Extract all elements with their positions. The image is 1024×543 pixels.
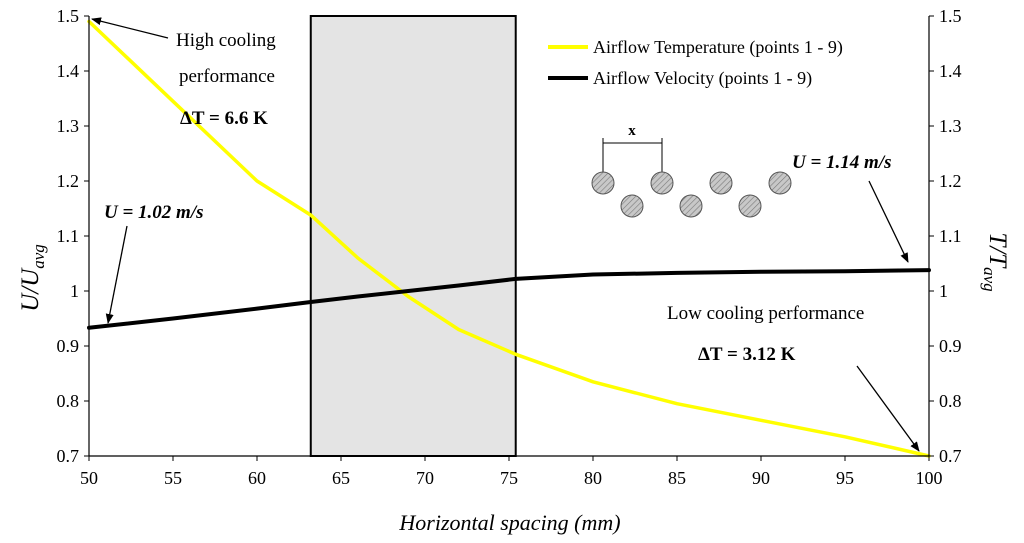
tube-1 <box>591 171 615 195</box>
svg-text:U/Uavg: U/Uavg <box>17 244 48 312</box>
tube-bundle-inset: x <box>591 123 792 218</box>
y-tick-label-right: 1.2 <box>939 171 962 191</box>
x-tick-label: 90 <box>752 468 770 488</box>
tube-7 <box>768 171 792 195</box>
y-tick-label-left: 1.3 <box>57 116 80 136</box>
y-tick-label-left: 0.7 <box>57 446 80 466</box>
tube-6 <box>738 194 762 218</box>
y-tick-label-left: 1 <box>70 281 79 301</box>
x-tick-label: 60 <box>248 468 266 488</box>
annotation-u-low: U = 1.02 m/s <box>104 202 204 223</box>
x-tick-label: 95 <box>836 468 854 488</box>
y-tick-label-left: 1.2 <box>57 171 80 191</box>
legend-label-temperature: Airflow Temperature (points 1 - 9) <box>593 37 843 58</box>
y-tick-label-right: 1 <box>939 281 948 301</box>
annotation-delta-t-low: ΔT = 3.12 K <box>698 344 796 365</box>
series-line-temperature <box>87 19 931 458</box>
annotation-high-cooling-1: High cooling <box>176 30 276 51</box>
legend-label-velocity: Airflow Velocity (points 1 - 9) <box>593 68 812 89</box>
annotation-high-cooling-2: performance <box>179 66 275 87</box>
tube-2 <box>620 194 644 218</box>
y-tick-label-right: 1.3 <box>939 116 962 136</box>
annotation-u-high: U = 1.14 m/s <box>792 152 892 173</box>
y-tick-label-left: 1.5 <box>57 6 80 26</box>
arrow-low-cooling <box>856 365 920 452</box>
tube-3 <box>650 171 674 195</box>
y-axis-label-right: T/Tavg <box>980 232 1011 291</box>
x-tick-label: 75 <box>500 468 518 488</box>
y-tick-label-right: 1.1 <box>939 226 962 246</box>
y-axis-label-left: U/Uavg <box>17 244 48 312</box>
y-tick-label-right: 0.7 <box>939 446 962 466</box>
series-line-velocity <box>87 268 931 330</box>
y-tick-label-left: 1.4 <box>57 61 80 81</box>
tube-5 <box>709 171 733 195</box>
legend: Airflow Temperature (points 1 - 9) Airfl… <box>548 37 843 89</box>
x-tick-label: 100 <box>916 468 943 488</box>
y-tick-label-right: 1.4 <box>939 61 962 81</box>
shaded-region <box>309 15 517 457</box>
y-tick-label-left: 0.9 <box>57 336 80 356</box>
annotation-delta-t-high: ΔT = 6.6 K <box>180 108 268 129</box>
y-tick-label-right: 1.5 <box>939 6 962 26</box>
arrow-u-low <box>105 225 128 324</box>
x-tick-label: 50 <box>80 468 98 488</box>
y-tick-label-left: 1.1 <box>57 226 80 246</box>
arrow-high-cooling <box>91 17 169 39</box>
x-tick-label: 85 <box>668 468 686 488</box>
y-tick-label-right: 0.8 <box>939 391 962 411</box>
y-axis-label-right-main: T/T <box>984 232 1011 269</box>
x-tick-label: 55 <box>164 468 182 488</box>
tube-4 <box>679 194 703 218</box>
inset-spacing-label: x <box>628 123 636 139</box>
x-tick-label: 65 <box>332 468 350 488</box>
y-axis-label-left-sub: avg <box>29 244 48 269</box>
y-tick-label-right: 0.9 <box>939 336 962 356</box>
y-axis-label-left-main: U/U <box>17 267 44 312</box>
y-axis-label-right-sub: avg <box>980 267 999 292</box>
y-tick-label-left: 0.8 <box>57 391 80 411</box>
arrow-u-high <box>868 180 909 263</box>
svg-text:T/Tavg: T/Tavg <box>980 232 1011 291</box>
annotation-low-cooling: Low cooling performance <box>667 303 864 324</box>
x-tick-label: 70 <box>416 468 434 488</box>
x-tick-label: 80 <box>584 468 602 488</box>
x-axis-label: Horizontal spacing (mm) <box>398 510 620 535</box>
